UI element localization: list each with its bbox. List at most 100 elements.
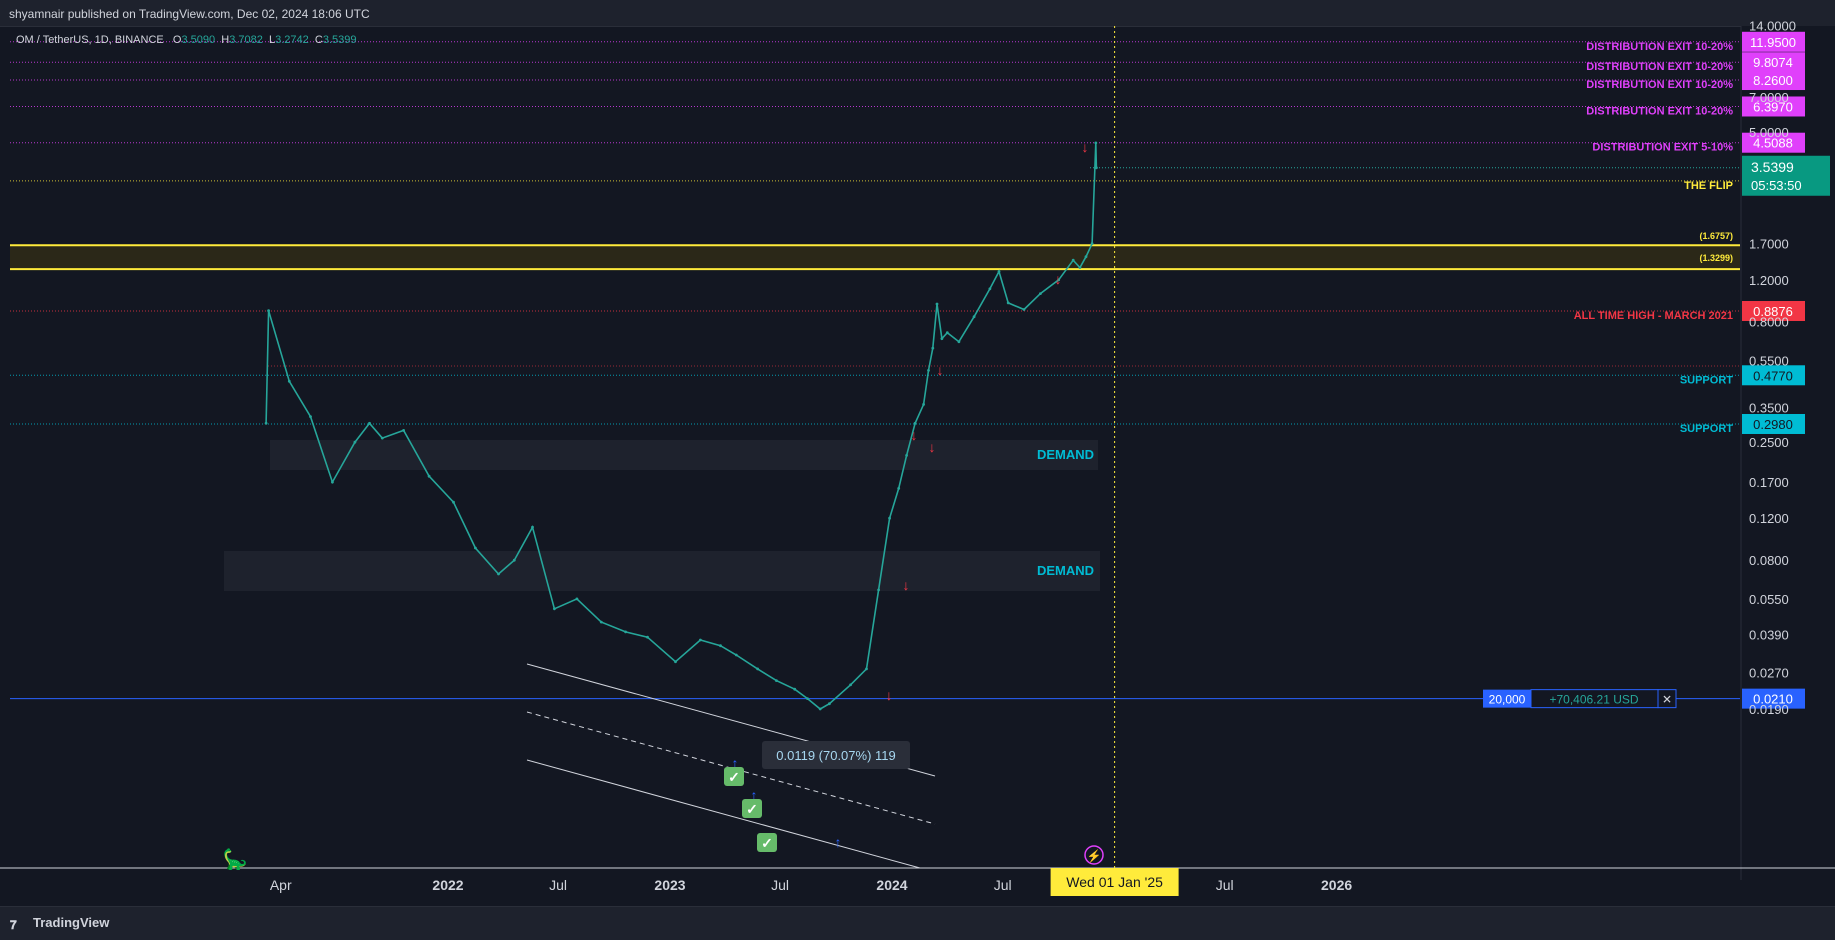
y-tick-label: 0.2500 bbox=[1749, 435, 1789, 450]
y-tick-label: 7.0000 bbox=[1749, 90, 1789, 105]
price-point bbox=[897, 487, 901, 490]
buy-arrow-icon: ↑ bbox=[751, 787, 758, 803]
y-tick-label: 1.7000 bbox=[1749, 237, 1789, 252]
level-label: DISTRIBUTION EXIT 5-10% bbox=[1592, 142, 1733, 154]
level-price-tag bbox=[1742, 300, 1805, 321]
price-point bbox=[353, 440, 357, 444]
price-point bbox=[888, 516, 891, 520]
level-label: DISTRIBUTION EXIT 10-20% bbox=[1586, 41, 1733, 53]
y-tick-label: 0.5500 bbox=[1749, 354, 1789, 369]
publish-info: shyamnair published on TradingView.com, … bbox=[9, 7, 370, 21]
price-point bbox=[368, 421, 371, 425]
price-point bbox=[1094, 141, 1098, 145]
x-tick-label: Jul bbox=[771, 877, 789, 893]
price-point bbox=[922, 403, 925, 406]
y-tick-label: 0.0550 bbox=[1749, 592, 1789, 607]
level-price-value: 11.9500 bbox=[1750, 35, 1796, 50]
sell-arrow-icon: ↓ bbox=[911, 427, 918, 443]
open-label: O bbox=[172, 34, 182, 46]
low-value: 3.2742 bbox=[275, 34, 309, 46]
price-point bbox=[793, 687, 797, 691]
check-mark-icon: ✓ bbox=[728, 769, 740, 785]
price-point bbox=[997, 270, 1001, 273]
high-value: 3.7082 bbox=[229, 34, 263, 46]
x-tick-label: 2026 bbox=[1321, 877, 1352, 893]
demand-zone-upper bbox=[270, 440, 1098, 470]
price-point bbox=[734, 653, 738, 657]
price-point bbox=[940, 337, 944, 340]
channel-lower-line bbox=[526, 759, 921, 869]
crosshair-date: Wed 01 Jan '25 bbox=[1066, 874, 1163, 890]
price-point bbox=[1084, 255, 1088, 259]
level-price-value: 0.4770 bbox=[1753, 368, 1793, 383]
price-point bbox=[935, 302, 939, 306]
price-point bbox=[1039, 292, 1042, 295]
tradingview-logo-icon: 𝟕 bbox=[10, 918, 17, 932]
level-label: SUPPORT bbox=[1680, 374, 1733, 386]
demand-label: DEMAND bbox=[1037, 447, 1094, 462]
check-mark-icon: ✓ bbox=[746, 801, 758, 817]
demand-zone-lower bbox=[224, 551, 1100, 591]
price-point bbox=[553, 607, 556, 611]
price-point bbox=[531, 525, 534, 529]
level-price-value: 0.8876 bbox=[1753, 304, 1793, 319]
price-point bbox=[1078, 266, 1082, 269]
demand-label: DEMAND bbox=[1037, 563, 1094, 578]
price-point bbox=[877, 588, 880, 592]
x-tick-label: 2023 bbox=[654, 877, 685, 893]
price-point bbox=[865, 667, 868, 671]
price-point bbox=[264, 421, 268, 425]
level-label: DISTRIBUTION EXIT 10-20% bbox=[1586, 61, 1733, 73]
level-label: ALL TIME HIGH - MARCH 2021 bbox=[1574, 310, 1733, 322]
level-price-tag bbox=[1742, 31, 1805, 52]
y-tick-label: 5.0000 bbox=[1749, 125, 1789, 140]
y-tick-label: 14.0000 bbox=[1749, 18, 1796, 33]
y-tick-label: 0.3500 bbox=[1749, 400, 1789, 415]
level-price-value: 8.2600 bbox=[1753, 73, 1793, 88]
measure-label: 0.0119 (70.07%) 119 bbox=[776, 748, 896, 763]
x-tick-label: Jul bbox=[549, 877, 567, 893]
buy-arrow-icon: ↑ bbox=[732, 755, 739, 771]
x-tick-label: 2022 bbox=[432, 877, 463, 893]
close-label: C bbox=[314, 34, 323, 46]
price-point bbox=[512, 558, 516, 562]
symbol-title: OM / TetherUS, 1D, BINANCE bbox=[16, 34, 164, 46]
price-point bbox=[699, 638, 702, 642]
price-point bbox=[972, 315, 976, 319]
level-price-value: 9.8074 bbox=[1753, 55, 1793, 70]
tradingview-brand: TradingView bbox=[33, 915, 110, 930]
price-point bbox=[756, 667, 759, 671]
price-point bbox=[945, 331, 949, 335]
price-point bbox=[474, 546, 477, 550]
price-point bbox=[331, 480, 334, 484]
price-point bbox=[646, 635, 649, 639]
price-point bbox=[402, 429, 405, 432]
price-point bbox=[1057, 278, 1061, 282]
sell-arrow-icon: ↓ bbox=[886, 687, 893, 703]
check-mark-icon: ✓ bbox=[761, 835, 773, 851]
open-value: 3.5090 bbox=[181, 34, 216, 46]
level-label: DISTRIBUTION EXIT 10-20% bbox=[1586, 79, 1733, 91]
flip-zone bbox=[10, 245, 1740, 270]
high-label: H bbox=[221, 34, 230, 46]
level-price-tag bbox=[1742, 365, 1805, 386]
level-label: THE FLIP bbox=[1684, 180, 1733, 192]
position-close-icon: ✕ bbox=[1662, 693, 1672, 707]
price-point bbox=[719, 644, 722, 648]
y-tick-label: 0.0390 bbox=[1749, 628, 1789, 643]
sell-arrow-icon: ↓ bbox=[937, 362, 944, 378]
price-point bbox=[806, 697, 809, 700]
level-price-tag bbox=[1742, 96, 1805, 117]
price-point bbox=[267, 309, 270, 313]
crosshair-date-tag bbox=[1050, 868, 1179, 896]
tradingview-footer: 𝟕 TradingView bbox=[0, 906, 1835, 940]
y-tick-label: 0.0800 bbox=[1749, 553, 1789, 568]
level-price-value: 0.0210 bbox=[1753, 692, 1793, 707]
y-tick-label: 1.2000 bbox=[1749, 273, 1789, 288]
price-point bbox=[931, 346, 935, 350]
y-tick-label: 0.0190 bbox=[1749, 702, 1789, 717]
price-chart[interactable]: DEMAND DEMAND (1.6757) (1.3299) DISTRIBUTION… bbox=[0, 0, 1835, 906]
level-price-value: 6.3970 bbox=[1753, 99, 1793, 114]
price-point bbox=[427, 474, 431, 478]
price-point bbox=[287, 379, 291, 383]
